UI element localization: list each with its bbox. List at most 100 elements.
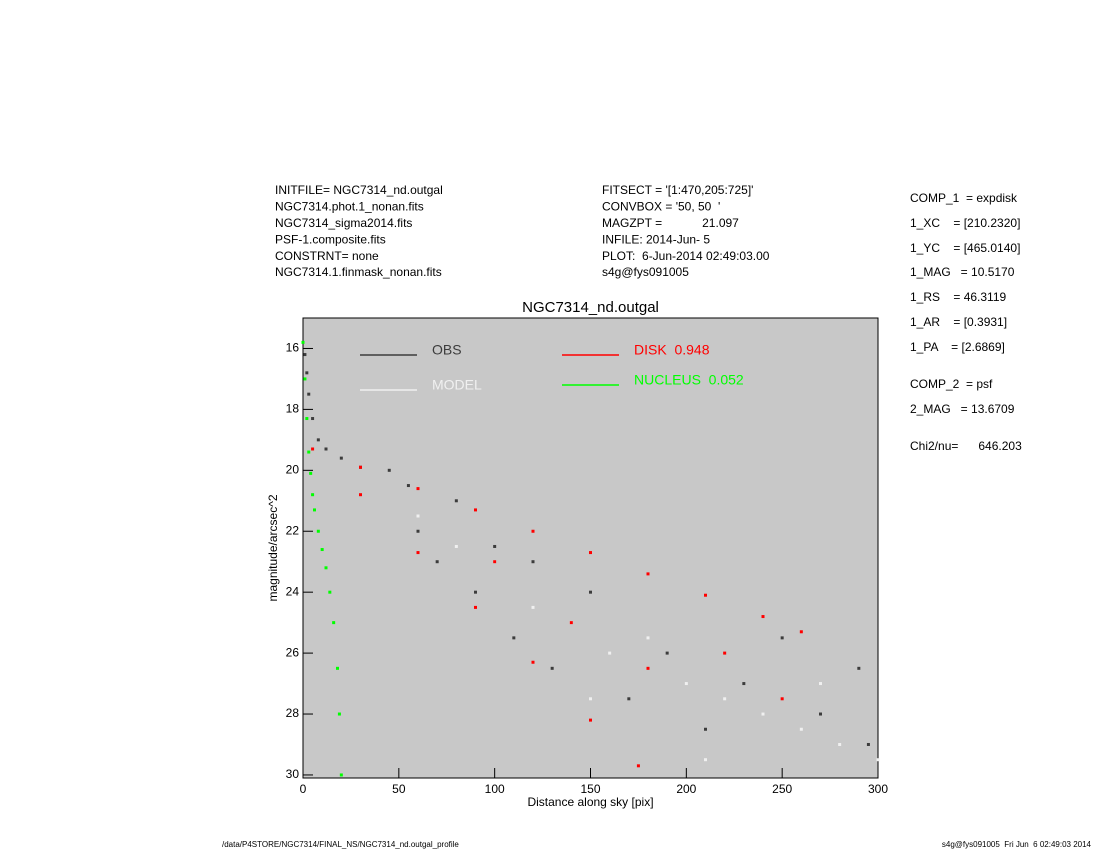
point <box>866 742 870 746</box>
point <box>589 718 592 722</box>
header-line: s4g@fys091005 <box>602 265 689 279</box>
header-line: NGC7314.1.finmask_nonan.fits <box>275 265 442 279</box>
point <box>301 340 305 344</box>
point <box>416 487 420 491</box>
y-tick-label: 26 <box>286 645 300 659</box>
x-tick-label: 250 <box>772 782 792 796</box>
y-tick-label: 18 <box>286 402 300 416</box>
header-line: FITSECT = '[1:470,205:725]' <box>602 183 753 197</box>
y-axis-label: magnitude/arcsec^2 <box>266 494 280 601</box>
y-tick-label: 22 <box>286 523 300 537</box>
y-tick-label: 16 <box>286 341 300 355</box>
point <box>454 499 458 503</box>
header-line: PLOT: 6-Jun-2014 02:49:03.00 <box>602 249 770 263</box>
parameter: 1_MAG = 10.5170 <box>910 265 1015 279</box>
point <box>704 727 707 731</box>
x-tick-label: 150 <box>580 782 600 796</box>
point <box>311 493 315 497</box>
legend-label: NUCLEUS 0.052 <box>634 372 744 388</box>
point <box>569 621 573 625</box>
point <box>857 666 861 670</box>
point <box>704 758 707 762</box>
header-line: PSF-1.composite.fits <box>275 232 386 246</box>
point <box>454 544 458 548</box>
x-tick-label: 100 <box>485 782 505 796</box>
point <box>646 666 650 670</box>
x-tick-label: 300 <box>868 782 888 796</box>
point <box>761 615 765 619</box>
point <box>646 636 650 640</box>
point <box>474 590 477 594</box>
point <box>406 484 410 488</box>
point <box>589 590 592 594</box>
point <box>876 758 880 762</box>
point <box>531 529 535 533</box>
point <box>819 712 822 716</box>
point <box>416 529 420 533</box>
header-line: CONSTRNT= none <box>275 249 379 263</box>
point <box>324 566 328 570</box>
point <box>387 468 391 472</box>
point <box>512 636 516 640</box>
y-tick-label: 30 <box>286 767 300 781</box>
point <box>313 508 316 512</box>
y-tick-label: 20 <box>286 462 300 476</box>
point <box>646 572 650 576</box>
parameter: COMP_1 = expdisk <box>910 191 1018 205</box>
point <box>339 773 343 777</box>
point <box>435 560 439 564</box>
point <box>531 560 535 564</box>
y-tick-label: 24 <box>286 584 300 598</box>
point <box>316 529 320 533</box>
point <box>589 697 592 701</box>
chart-title: NGC7314_nd.outgal <box>522 299 659 316</box>
point <box>704 593 707 597</box>
point <box>316 438 320 442</box>
point <box>550 666 554 670</box>
legend-label: OBS <box>432 342 462 358</box>
parameter: COMP_2 = psf <box>910 377 993 391</box>
point <box>311 447 315 451</box>
parameter: 1_RS = 46.3119 <box>910 290 1007 304</box>
point <box>359 465 362 469</box>
point <box>320 548 324 552</box>
point <box>307 450 311 454</box>
legend-label: DISK 0.948 <box>634 342 710 358</box>
header-line: NGC7314_sigma2014.fits <box>275 216 412 230</box>
parameter: Chi2/nu= 646.203 <box>910 439 1022 453</box>
point <box>742 682 746 686</box>
x-tick-label: 50 <box>392 782 406 796</box>
point <box>336 666 339 670</box>
parameter: 1_AR = [0.3931] <box>910 315 1007 329</box>
parameter: 1_PA = [2.6869] <box>910 340 1005 354</box>
point <box>309 471 313 475</box>
legend-label: MODEL <box>432 377 482 393</box>
point <box>303 377 307 381</box>
point <box>332 621 336 625</box>
point <box>665 651 669 655</box>
point <box>608 651 612 655</box>
point <box>838 742 842 746</box>
point <box>307 392 311 396</box>
x-tick-label: 0 <box>300 782 307 796</box>
point <box>339 456 343 460</box>
point <box>493 544 497 548</box>
point <box>328 590 332 594</box>
point <box>493 560 497 564</box>
point <box>780 636 784 640</box>
x-tick-label: 200 <box>676 782 696 796</box>
header-line: INITFILE= NGC7314_nd.outgal <box>275 183 443 197</box>
footer-right: s4g@fys091005 Fri Jun 6 02:49:03 2014 <box>942 840 1092 849</box>
point <box>337 712 341 716</box>
point <box>416 551 420 555</box>
point <box>723 651 727 655</box>
point <box>723 697 727 701</box>
point <box>359 493 362 497</box>
parameter: 1_YC = [465.0140] <box>910 241 1020 255</box>
point <box>305 371 309 375</box>
point <box>799 630 803 634</box>
point <box>474 508 477 512</box>
header-line: INFILE: 2014-Jun- 5 <box>602 232 710 246</box>
point <box>305 417 309 421</box>
